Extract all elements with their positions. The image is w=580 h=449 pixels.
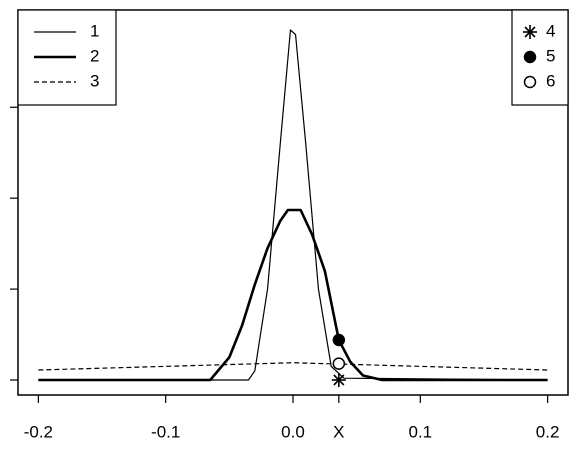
series-line <box>38 208 548 382</box>
legend-label: 4 <box>546 21 555 40</box>
series-line <box>38 362 548 371</box>
star-marker <box>331 373 346 387</box>
x-tick-label: -0.2 <box>24 422 53 441</box>
filled-point <box>332 333 346 347</box>
legend-label: 2 <box>90 46 99 65</box>
open-point <box>332 357 346 370</box>
x-tick-label: 0.0 <box>281 422 305 441</box>
star-marker <box>523 25 537 39</box>
legend-label: 1 <box>90 21 99 40</box>
legend-box <box>511 9 569 106</box>
star-stroke <box>333 374 345 386</box>
legend-label: 6 <box>546 71 555 90</box>
x-tick-label: 0.2 <box>536 422 560 441</box>
open-point <box>523 75 537 89</box>
filled-point <box>523 50 537 64</box>
series-line <box>38 29 548 381</box>
x-tick-label: 0.1 <box>408 422 432 441</box>
star-stroke <box>524 26 536 38</box>
x-tick-label: X <box>333 422 344 441</box>
legend-label: 3 <box>90 71 99 90</box>
x-tick-label: -0.1 <box>151 422 180 441</box>
legend-label: 5 <box>546 46 555 65</box>
